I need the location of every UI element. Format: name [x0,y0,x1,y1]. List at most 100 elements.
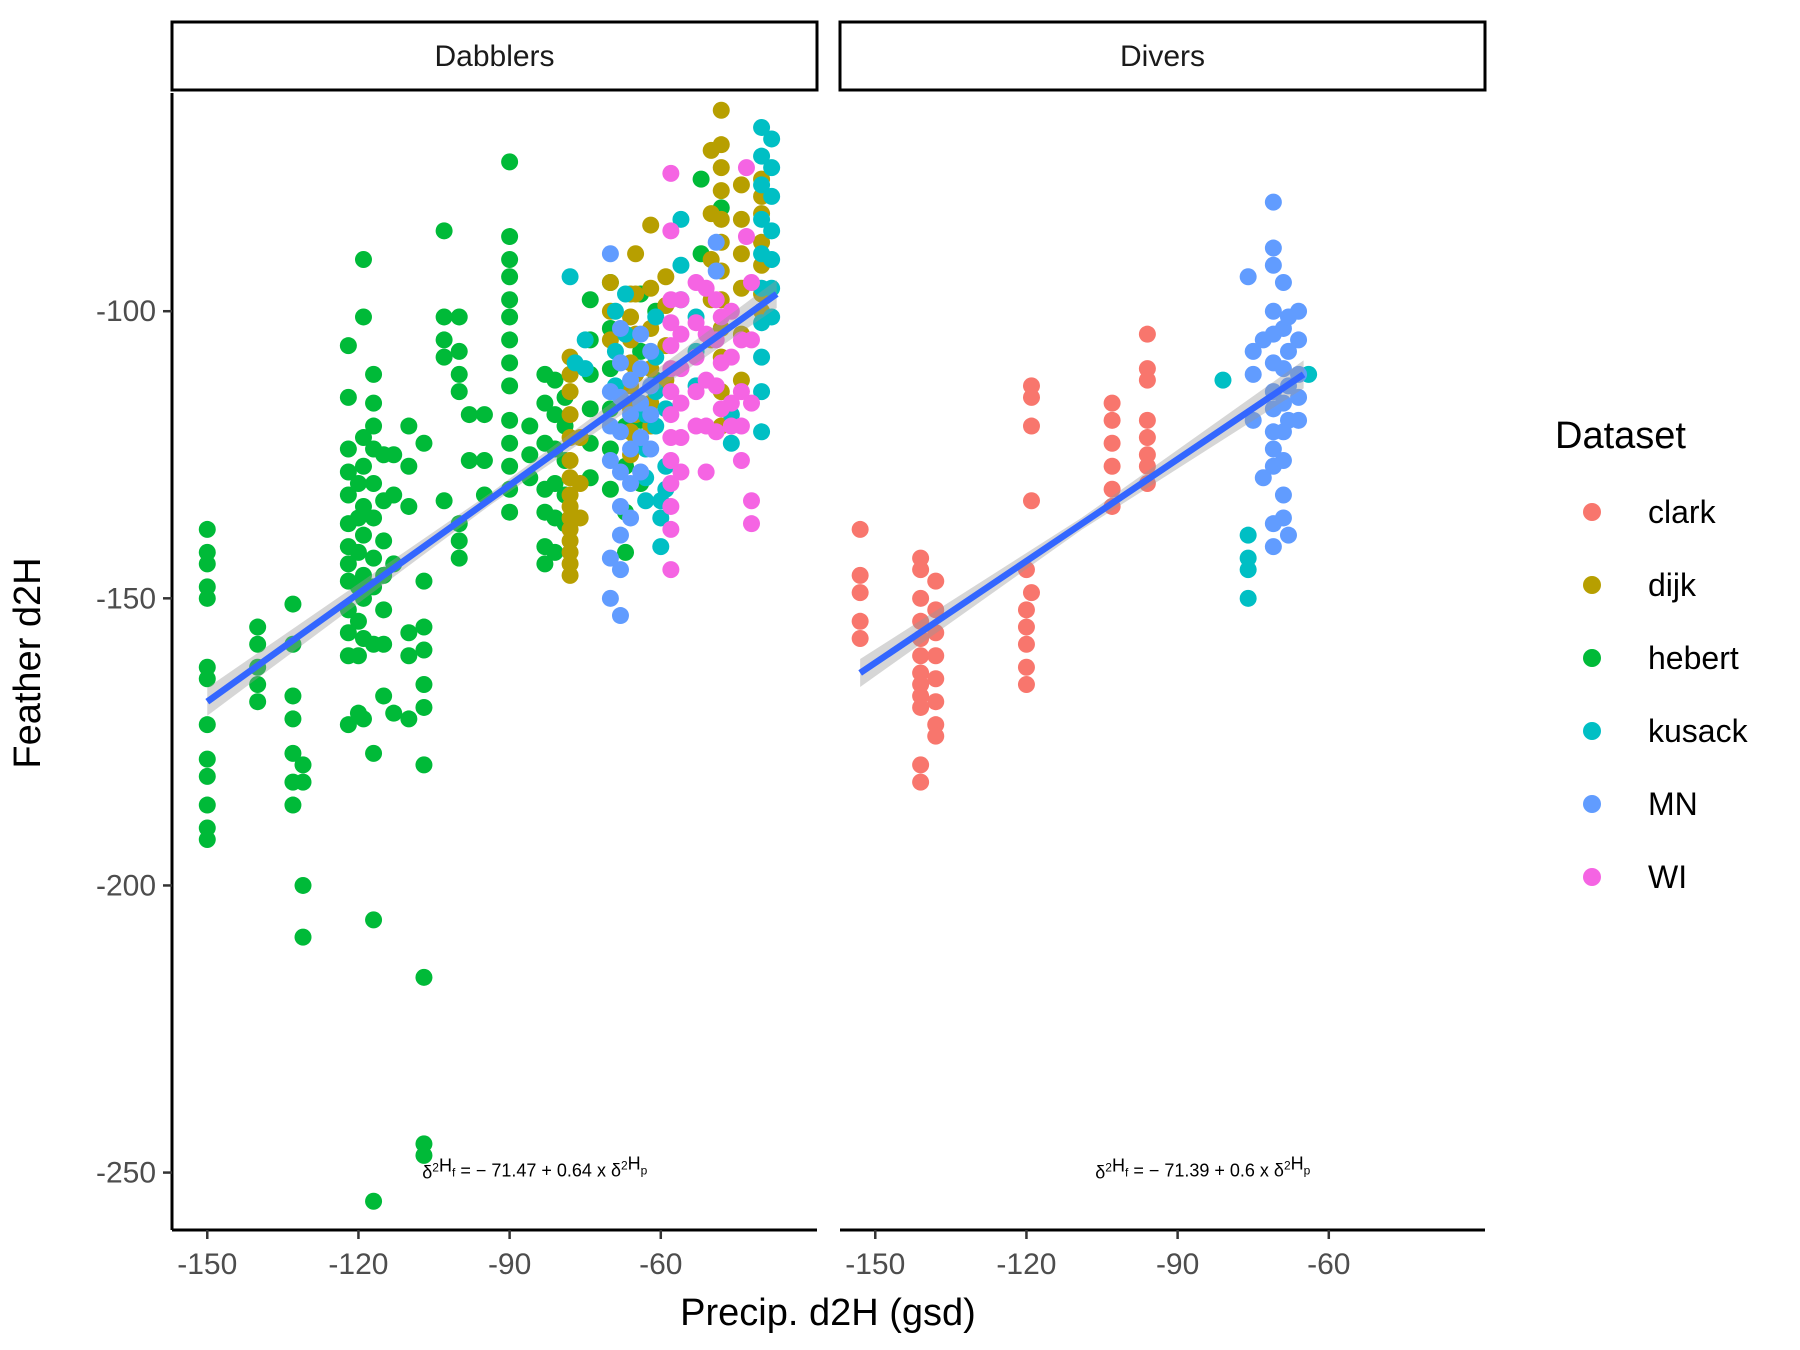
data-point-hebert [354,566,372,584]
data-point-kusack [763,159,781,177]
data-point-hebert [294,876,312,894]
legend-key-clark [1583,503,1601,521]
data-point-hebert [198,670,216,688]
data-point-hebert [375,687,393,705]
data-point-mn [1290,411,1308,429]
data-point-wi [707,423,725,441]
data-point-wi [662,314,680,332]
data-point-wi [662,406,680,424]
data-point-kusack [763,279,781,297]
data-point-wi [672,429,690,447]
x-tick-label: -120 [328,1248,388,1281]
data-point-hebert [601,480,619,498]
legend-label-kusack: kusack [1648,713,1749,749]
data-point-wi [672,394,690,412]
data-point-kusack [672,256,690,274]
data-point-mn [642,440,660,458]
x-tick-label: -120 [996,1248,1056,1281]
data-point-hebert [339,716,357,734]
data-point-clark [912,647,930,665]
data-point-hebert [501,411,519,429]
data-point-wi [742,331,760,349]
data-point-mn [1244,342,1262,360]
data-point-hebert [460,452,478,470]
data-point-mn [1264,302,1282,320]
legend-key-hebert [1583,649,1601,667]
data-point-wi [742,492,760,510]
x-tick-label: -60 [639,1248,682,1281]
data-point-hebert [460,406,478,424]
data-point-hebert [546,406,564,424]
data-point-wi [742,515,760,533]
data-point-kusack [576,331,594,349]
data-point-hebert [501,354,519,372]
data-point-clark [851,584,869,602]
data-point-hebert [501,153,519,171]
data-point-dijk [622,308,640,326]
data-point-hebert [435,331,453,349]
regression-equation: δ2Hf = − 71.47 + 0.64 x δ2Hp [422,1154,647,1183]
data-point-dijk [642,216,660,234]
data-point-mn [611,463,629,481]
data-point-clark [927,727,945,745]
data-point-mn [1279,526,1297,544]
data-point-wi [737,159,755,177]
data-point-hebert [501,457,519,475]
data-point-dijk [627,245,645,263]
data-point-clark [1138,457,1156,475]
data-point-hebert [249,635,267,653]
data-point-hebert [294,928,312,946]
data-point-hebert [375,601,393,619]
data-point-clark [1017,618,1035,636]
data-point-hebert [415,675,433,693]
data-point-mn [601,549,619,567]
data-point-hebert [400,417,418,435]
data-point-hebert [415,698,433,716]
data-point-hebert [400,457,418,475]
data-point-clark [927,647,945,665]
data-point-dijk [657,268,675,286]
data-point-hebert [581,291,599,309]
data-point-kusack [722,434,740,452]
data-point-hebert [435,308,453,326]
data-point-hebert [415,968,433,986]
data-point-wi [662,164,680,182]
data-point-dijk [732,245,750,263]
data-point-mn [1264,239,1282,257]
y-axis-title: Feather d2H [7,557,49,768]
data-point-mn [1274,486,1292,504]
data-point-hebert [339,388,357,406]
data-point-kusack [652,538,670,556]
legend-label-mn: MN [1648,786,1698,822]
data-point-mn [1274,509,1292,527]
data-point-hebert [617,543,635,561]
data-point-hebert [501,503,519,521]
data-point-dijk [712,159,730,177]
data-point-mn [707,262,725,280]
data-point-mn [632,429,650,447]
data-point-dijk [712,101,730,119]
data-point-mn [632,463,650,481]
data-point-wi [687,383,705,401]
data-point-dijk [732,176,750,194]
data-point-hebert [501,331,519,349]
data-point-dijk [712,210,730,228]
data-point-hebert [450,308,468,326]
facet-strip-dabblers [170,20,819,92]
data-point-hebert [521,446,539,464]
facet-label: Dabblers [434,40,554,73]
data-point-mn [1254,469,1272,487]
data-point-mn [611,561,629,579]
data-point-kusack [652,509,670,527]
data-point-mn [622,371,640,389]
data-point-clark [912,698,930,716]
data-point-hebert [339,337,357,355]
data-point-clark [927,601,945,619]
data-point-hebert [435,348,453,366]
data-point-hebert [354,429,372,447]
data-point-wi [662,222,680,240]
data-point-clark [1017,658,1035,676]
data-point-hebert [198,831,216,849]
legend-key-mn [1583,795,1601,813]
